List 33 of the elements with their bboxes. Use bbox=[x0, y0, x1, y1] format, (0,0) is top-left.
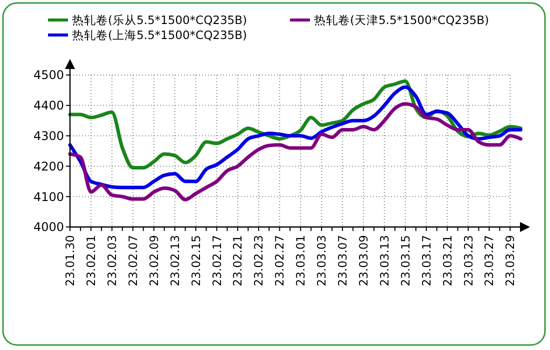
y-tick-label: 4200 bbox=[33, 159, 64, 174]
legend-label: 热轧卷(天津5.5*1500*CQ235B) bbox=[314, 13, 489, 28]
legend-label: 热轧卷(乐从5.5*1500*CQ235B) bbox=[72, 13, 247, 28]
line-series bbox=[68, 85, 522, 190]
x-tick-label: 23.03.29 bbox=[503, 235, 518, 286]
y-tick-label: 4300 bbox=[33, 129, 64, 143]
x-tick-label: 23.03.07 bbox=[336, 235, 350, 286]
x-tick-label: 23.02.01 bbox=[84, 235, 98, 286]
x-tick-label: 23.02.07 bbox=[126, 235, 140, 286]
x-tick-label: 23.02.23 bbox=[252, 235, 266, 286]
x-tick-label: 23.02.15 bbox=[188, 235, 203, 286]
x-tick-label: 23.01.30 bbox=[63, 235, 78, 286]
legend-label: 热轧卷(上海5.5*1500*CQ235B) bbox=[72, 28, 247, 42]
x-tick-label: 23.02.21 bbox=[230, 235, 245, 286]
x-tick-label: 23.02.09 bbox=[146, 235, 161, 286]
x-tick-label: 23.03.23 bbox=[461, 235, 476, 286]
line-series bbox=[68, 102, 522, 202]
x-tick-label: 23.03.09 bbox=[356, 235, 370, 286]
x-tick-label: 23.03.17 bbox=[419, 235, 434, 286]
x-tick-label: 23.03.13 bbox=[377, 235, 392, 286]
x-tick-label: 23.03.27 bbox=[482, 235, 496, 286]
x-tick-label: 23.03.21 bbox=[440, 235, 454, 286]
x-tick-label: 23.02.13 bbox=[168, 235, 182, 286]
y-tick-label: 4500 bbox=[33, 68, 64, 82]
y-tick-label: 4000 bbox=[33, 220, 64, 234]
x-tick-label: 23.03.15 bbox=[398, 235, 412, 286]
x-tick-label: 23.02.17 bbox=[210, 235, 224, 286]
x-tick-label: 23.03.01 bbox=[294, 235, 308, 286]
x-tick-label: 23.02.03 bbox=[104, 235, 119, 286]
x-tick-label: 23.02.27 bbox=[272, 235, 287, 286]
x-tick-label: 23.03.03 bbox=[314, 235, 329, 286]
y-tick-label: 4400 bbox=[33, 98, 64, 113]
y-tick-label: 4100 bbox=[33, 190, 64, 204]
